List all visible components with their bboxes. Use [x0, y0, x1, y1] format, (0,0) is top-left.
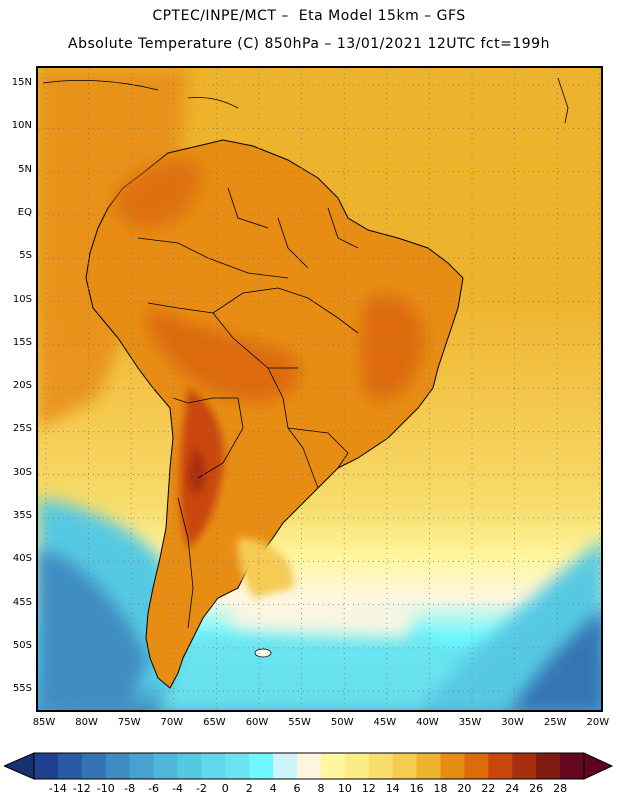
colorbar-swatch	[512, 753, 537, 779]
colorbar-swatch	[392, 753, 418, 779]
lat-label-5n: 5N	[18, 163, 32, 175]
colorbar-tick-label: 12	[361, 782, 376, 795]
colorbar-tick-label: -8	[124, 782, 136, 795]
colorbar-swatch	[320, 753, 346, 779]
lat-label-10s: 10S	[12, 293, 32, 305]
lon-label-65w: 65W	[203, 717, 226, 728]
hottest-core	[188, 448, 205, 494]
colorbar-tick-label: 2	[245, 782, 253, 795]
colder-southeast-atlantic	[510, 611, 601, 710]
colorbar-tick-label: 8	[317, 782, 325, 795]
colorbar-tick-label: 18	[433, 782, 448, 795]
colorbar-swatch	[536, 753, 561, 779]
lat-label-15s: 15S	[12, 336, 32, 348]
colder-southwest-pacific	[38, 548, 148, 710]
cold-south-atlantic	[159, 628, 458, 710]
colorbar-tick-label: 20	[457, 782, 472, 795]
lon-label-35w: 35W	[458, 717, 482, 728]
south-america-landmass	[85, 139, 464, 689]
lon-label-20w: 20W	[586, 717, 610, 728]
colorbar-swatch	[368, 753, 394, 779]
lat-label-10n: 10N	[11, 120, 32, 132]
colorbar-tick-label: 0	[221, 782, 229, 795]
lat-label-20s: 20S	[12, 380, 32, 392]
chart-title-line-1: CPTEC/INPE/MCT – Eta Model 15km – GFS	[152, 8, 466, 24]
temperature-colorbar	[4, 752, 614, 780]
lon-label-70w: 70W	[160, 717, 184, 728]
lat-label-55s: 55S	[12, 683, 32, 695]
temperature-map	[38, 68, 601, 710]
colorbar-swatch	[81, 753, 107, 779]
lat-label-45s: 45S	[12, 596, 32, 608]
colorbar-swatch	[249, 753, 274, 779]
colorbar-tick-label: -2	[195, 782, 207, 795]
colorbar-swatch	[560, 753, 585, 779]
colorbar-swatch	[57, 753, 83, 779]
lat-label-15n: 15N	[11, 77, 32, 88]
colorbar-swatch	[201, 753, 226, 779]
lat-label-5s: 5S	[19, 250, 32, 262]
lon-label-40w: 40W	[416, 717, 439, 728]
lat-label-35s: 35S	[12, 510, 32, 521]
lon-label-80w: 80W	[75, 717, 98, 728]
cool-belt	[228, 588, 418, 638]
colorbar-tick-label: 6	[293, 782, 301, 795]
lat-label-25s: 25S	[12, 423, 32, 435]
lon-label-30w: 30W	[501, 717, 524, 728]
colorbar-swatch	[488, 753, 513, 779]
mild-patagonia	[237, 538, 294, 598]
colorbar-tick-label: -10	[96, 782, 115, 795]
colorbar-swatch	[273, 753, 298, 779]
lat-label-eq: EQ	[17, 206, 32, 218]
colorbar-tick-label: -14	[48, 782, 67, 795]
hot-interior-bolivia	[147, 308, 301, 402]
lon-label-45w: 45W	[373, 717, 397, 728]
lon-label-85w: 85W	[32, 717, 56, 728]
colorbar-swatch	[153, 753, 178, 779]
country-borders	[137, 187, 359, 629]
colorbar-swatch	[105, 753, 131, 779]
colorbar-tick-label: -12	[72, 782, 91, 795]
hot-east-brazil	[360, 295, 424, 401]
lat-label-40s: 40S	[12, 553, 32, 565]
colorbar-tick-label: 28	[553, 782, 568, 795]
colorbar-tick-label: -6	[148, 782, 160, 795]
colorbar-swatch	[440, 753, 465, 779]
colorbar-swatch	[297, 753, 322, 779]
lat-label-50s: 50S	[12, 639, 32, 651]
colorbar-tick-label: 10	[337, 782, 352, 795]
lon-label-60w: 60W	[245, 717, 269, 728]
colorbar-tick-label: 26	[529, 782, 544, 795]
lon-label-25w: 25W	[543, 717, 567, 728]
colorbar-tick-label: 22	[481, 782, 496, 795]
falkland-islands	[254, 648, 272, 658]
map-frame	[36, 66, 603, 712]
colorbar-tick-label: 14	[385, 782, 400, 795]
colorbar-over-arrow	[583, 752, 614, 780]
colorbar-swatch	[416, 753, 442, 779]
hot-north-andes	[113, 159, 201, 230]
lat-label-30s: 30S	[12, 466, 32, 478]
colorbar-tick-label: 4	[269, 782, 277, 795]
chart-title-line-2: Absolute Temperature (C) 850hPa – 13/01/…	[68, 36, 550, 52]
colorbar-tick-label: -4	[171, 782, 183, 795]
colorbar-swatch	[34, 753, 59, 779]
caribbean-islands	[42, 77, 569, 124]
colorbar-swatch	[177, 753, 202, 779]
lon-label-55w: 55W	[288, 717, 311, 728]
colorbar-swatch	[129, 753, 155, 779]
colorbar-under-arrow	[4, 752, 35, 780]
colorbar-swatch	[464, 753, 489, 779]
colorbar-swatch	[225, 753, 250, 779]
lon-label-75w: 75W	[117, 717, 141, 728]
colorbar-tick-label: 16	[409, 782, 424, 795]
lon-label-50w: 50W	[330, 717, 354, 728]
colorbar-swatch	[344, 753, 370, 779]
colorbar-tick-label: 24	[505, 782, 520, 795]
colorbar-outline	[33, 752, 585, 780]
